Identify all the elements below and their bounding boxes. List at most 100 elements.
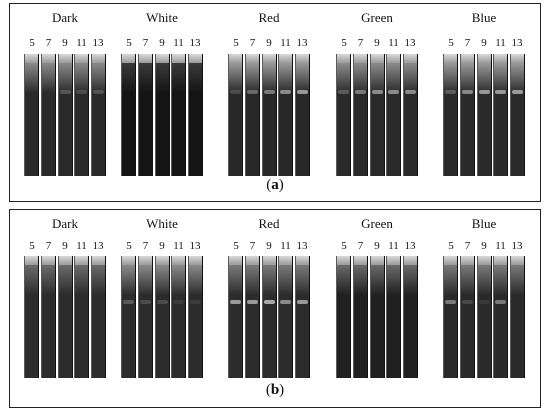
lane-label: 7 [249, 240, 256, 252]
lane-label: 7 [357, 37, 364, 49]
strip-top-edge [75, 256, 89, 265]
strip-top-edge [138, 256, 152, 265]
strip-glow [262, 265, 276, 295]
gel-strips [228, 54, 310, 176]
strip-top-edge [353, 54, 367, 63]
strip-top-edge [279, 256, 293, 265]
strip-glow [92, 63, 105, 93]
lane-label: 13 [92, 240, 104, 252]
strip-glow [172, 265, 186, 295]
protein-band [461, 300, 473, 304]
protein-band [461, 90, 473, 94]
strip-glow [370, 265, 384, 295]
strip-glow [41, 265, 55, 295]
gel-strip [261, 54, 277, 176]
group-title: Green [361, 10, 393, 25]
group-title: Red [258, 10, 280, 25]
lane-label: 13 [296, 240, 308, 252]
gel-strip [91, 54, 106, 176]
gel-strip [40, 54, 56, 176]
strip-glow [477, 63, 491, 93]
gel-strip [352, 256, 368, 378]
strip-top-edge [229, 54, 242, 63]
lane-label: 11 [76, 37, 87, 49]
group-title: White [146, 10, 178, 25]
strip-top-edge [245, 256, 259, 265]
protein-band [230, 90, 241, 94]
lane-label: 7 [357, 240, 364, 252]
gel-strip [121, 54, 136, 176]
strip-top-edge [155, 54, 169, 63]
gel-strip [137, 54, 153, 176]
strip-top-edge [229, 256, 242, 265]
strip-top-edge [41, 54, 55, 63]
strip-top-edge [75, 54, 89, 63]
strip-top-edge [296, 54, 309, 63]
gel-strip [121, 256, 136, 378]
strip-top-edge [189, 256, 202, 265]
strip-glow [75, 265, 89, 295]
lane-label: 13 [92, 37, 104, 49]
lane-label: 9 [481, 37, 487, 49]
lane-label: 5 [126, 240, 132, 252]
strip-top-edge [444, 54, 457, 63]
lane-label: 9 [159, 240, 165, 252]
strip-glow [245, 265, 259, 295]
group-title: Blue [471, 216, 497, 231]
lane-label: 9 [159, 37, 165, 49]
lane-label: 7 [142, 240, 149, 252]
gel-panel-b: Dark 5 7 9 11 13 White 5 7 9 11 13 Red 5 7 9 11 13 Green 5 7… [9, 209, 541, 408]
strip-glow [387, 265, 401, 295]
lane-label: 13 [511, 240, 523, 252]
lane-label: 9 [266, 37, 272, 49]
protein-band [297, 90, 308, 94]
strip-top-edge [58, 54, 72, 63]
lane-label: 7 [464, 240, 471, 252]
lane-labels: 5 7 9 11 13 [443, 240, 525, 252]
caption-letter: b [270, 382, 280, 398]
protein-band [297, 300, 308, 304]
gel-strips [443, 54, 525, 176]
lane-label: 5 [29, 37, 35, 49]
protein-band [445, 90, 456, 94]
gel-strip [493, 54, 509, 176]
lane-label: 11 [76, 240, 87, 252]
gel-strip [137, 256, 153, 378]
gel-strip [443, 256, 458, 378]
strip-glow [511, 265, 524, 295]
lane-label: 11 [495, 240, 506, 252]
gel-strip [369, 256, 385, 378]
lane-label: 13 [511, 37, 523, 49]
strip-glow [75, 63, 89, 93]
lane-label: 7 [249, 37, 256, 49]
protein-band [263, 300, 275, 304]
lane-label: 13 [296, 37, 308, 49]
strip-top-edge [296, 256, 309, 265]
gel-strip [91, 256, 106, 378]
lane-label: 5 [233, 240, 239, 252]
protein-band [338, 90, 349, 94]
caption-open-paren: ( [266, 177, 272, 193]
gel-group: White 5 7 9 11 13 [121, 4, 203, 194]
group-title: Blue [471, 10, 497, 25]
strip-glow [511, 63, 524, 93]
caption-letter: a [271, 177, 279, 193]
protein-band [190, 300, 201, 304]
protein-band [354, 90, 366, 94]
gel-strip [24, 256, 39, 378]
lane-label: 9 [374, 37, 380, 49]
lane-label: 5 [233, 37, 239, 49]
gel-group: Blue 5 7 9 11 13 [443, 4, 525, 194]
strip-glow [279, 265, 293, 295]
gel-strip [352, 54, 368, 176]
group-title: Dark [52, 216, 78, 231]
gel-strip [261, 256, 277, 378]
gel-strip [244, 54, 260, 176]
gel-strip [403, 54, 418, 176]
strip-glow [404, 265, 417, 295]
strip-glow [494, 265, 508, 295]
lane-labels: 5 7 9 11 13 [24, 240, 106, 252]
gel-group: Blue 5 7 9 11 13 [443, 210, 525, 400]
gel-strip [154, 256, 170, 378]
gel-strip [336, 256, 351, 378]
